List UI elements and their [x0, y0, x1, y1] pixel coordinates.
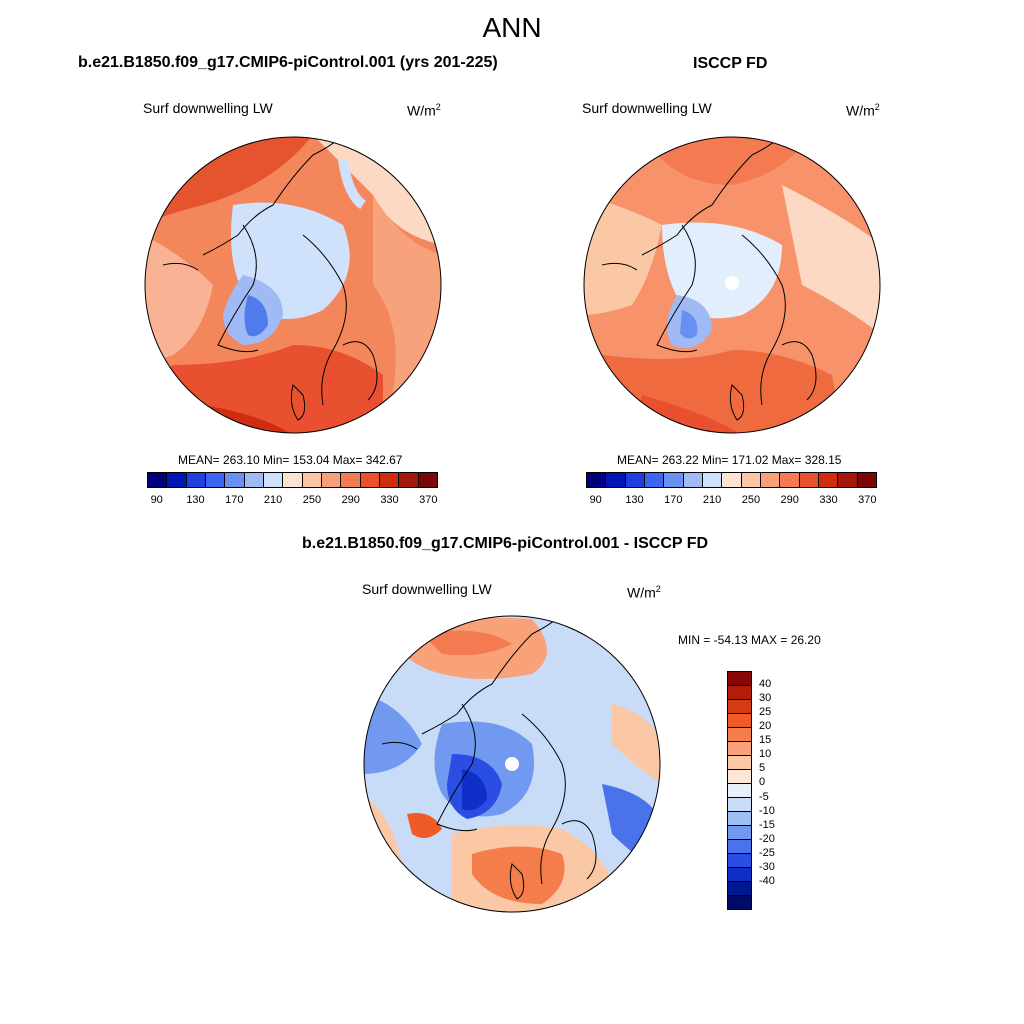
colorbar-box: [664, 473, 684, 487]
colorbar-tick-label: -40: [759, 874, 775, 887]
colorbar-box: [728, 896, 751, 909]
panel1-stats: MEAN= 263.10 Min= 153.04 Max= 342.67: [178, 453, 403, 467]
colorbar-box: [722, 473, 742, 487]
colorbar-tick-label: -30: [759, 860, 775, 873]
colorbar-box: [302, 473, 322, 487]
panel2-colorbar: [586, 472, 877, 488]
colorbar-box: [799, 473, 819, 487]
colorbar-box: [741, 473, 761, 487]
colorbar-box: [728, 714, 751, 728]
colorbar-box: [780, 473, 800, 487]
colorbar-box: [728, 812, 751, 826]
panel1-case-title: b.e21.B1850.f09_g17.CMIP6-piControl.001 …: [78, 54, 498, 71]
colorbar-tick-label: 250: [741, 494, 761, 506]
colorbar-box: [857, 473, 876, 487]
colorbar-box: [399, 473, 419, 487]
colorbar-box: [167, 473, 187, 487]
colorbar-tick-label: 0: [759, 776, 766, 789]
colorbar-tick-label: 15: [759, 734, 772, 747]
colorbar-tick-label: 290: [780, 494, 799, 506]
colorbar-box: [341, 473, 361, 487]
colorbar-tick-label: -5: [759, 790, 769, 803]
panel3-polar-map: [363, 615, 661, 913]
colorbar-box: [321, 473, 342, 487]
panel2-variable-label: Surf downwelling LW: [582, 100, 712, 116]
colorbar-box: [225, 473, 245, 487]
colorbar-tick-label: -15: [759, 818, 775, 831]
panel1-colorbar: [147, 472, 438, 488]
colorbar-box: [728, 728, 751, 742]
colorbar-box: [702, 473, 723, 487]
colorbar-box: [760, 473, 781, 487]
colorbar-tick-label: 210: [263, 494, 283, 506]
figure-title: ANN: [482, 12, 542, 43]
panel3-units: W/m2: [627, 584, 661, 601]
colorbar-tick-label: 210: [702, 494, 722, 506]
colorbar-tick-label: 330: [380, 494, 399, 506]
colorbar-box: [418, 473, 437, 487]
colorbar-box: [728, 882, 751, 896]
colorbar-box: [728, 868, 751, 882]
colorbar-box: [818, 473, 839, 487]
colorbar-tick-label: 170: [225, 494, 244, 506]
colorbar-box: [186, 473, 206, 487]
colorbar-box: [625, 473, 645, 487]
colorbar-tick-label: 30: [759, 692, 772, 705]
colorbar-box: [244, 473, 264, 487]
colorbar-box: [728, 854, 751, 868]
panel2-polar-map: [583, 136, 881, 434]
colorbar-box: [606, 473, 626, 487]
colorbar-tick-label: 90: [150, 494, 163, 506]
panel3-stats: MIN = -54.13 MAX = 26.20: [678, 633, 821, 647]
colorbar-tick-label: 130: [625, 494, 644, 506]
colorbar-tick-label: -25: [759, 846, 775, 859]
colorbar-tick-label: 25: [759, 706, 772, 719]
colorbar-box: [728, 686, 751, 700]
colorbar-box: [283, 473, 303, 487]
colorbar-box: [728, 742, 751, 756]
colorbar-box: [728, 770, 751, 784]
colorbar-tick-label: 10: [759, 748, 772, 761]
colorbar-box: [728, 784, 751, 798]
colorbar-box: [838, 473, 858, 487]
panel1-variable-label: Surf downwelling LW: [143, 100, 273, 116]
colorbar-box: [205, 473, 226, 487]
colorbar-box: [644, 473, 665, 487]
colorbar-box: [379, 473, 400, 487]
colorbar-tick-label: 90: [589, 494, 602, 506]
colorbar-box: [728, 826, 751, 840]
colorbar-box: [728, 672, 751, 686]
colorbar-box: [683, 473, 703, 487]
colorbar-tick-label: 20: [759, 720, 772, 733]
colorbar-tick-label: 370: [858, 494, 877, 506]
panel3-variable-label: Surf downwelling LW: [362, 581, 492, 597]
colorbar-box: [728, 798, 751, 812]
panel3-case-title: b.e21.B1850.f09_g17.CMIP6-piControl.001 …: [302, 535, 709, 552]
colorbar-box: [728, 756, 751, 770]
panel1-units: W/m2: [407, 102, 441, 119]
colorbar-box: [360, 473, 380, 487]
colorbar-tick-label: 5: [759, 762, 766, 775]
colorbar-box: [148, 473, 168, 487]
colorbar-box: [263, 473, 284, 487]
colorbar-tick-label: 250: [302, 494, 322, 506]
colorbar-tick-label: 290: [341, 494, 360, 506]
panel2-units: W/m2: [846, 102, 880, 119]
colorbar-box: [728, 700, 751, 714]
panel3-colorbar: [727, 671, 752, 910]
colorbar-tick-label: 330: [819, 494, 838, 506]
colorbar-tick-label: 370: [419, 494, 438, 506]
panel2-case-title: ISCCP FD: [693, 55, 768, 72]
colorbar-tick-label: 170: [664, 494, 683, 506]
colorbar-tick-label: 40: [759, 678, 772, 691]
colorbar-box: [587, 473, 607, 487]
panel2-stats: MEAN= 263.22 Min= 171.02 Max= 328.15: [617, 453, 842, 467]
panel1-polar-map: [144, 136, 442, 434]
colorbar-box: [728, 840, 751, 854]
colorbar-tick-label: -20: [759, 832, 775, 845]
colorbar-tick-label: 130: [186, 494, 205, 506]
colorbar-tick-label: -10: [759, 804, 775, 817]
